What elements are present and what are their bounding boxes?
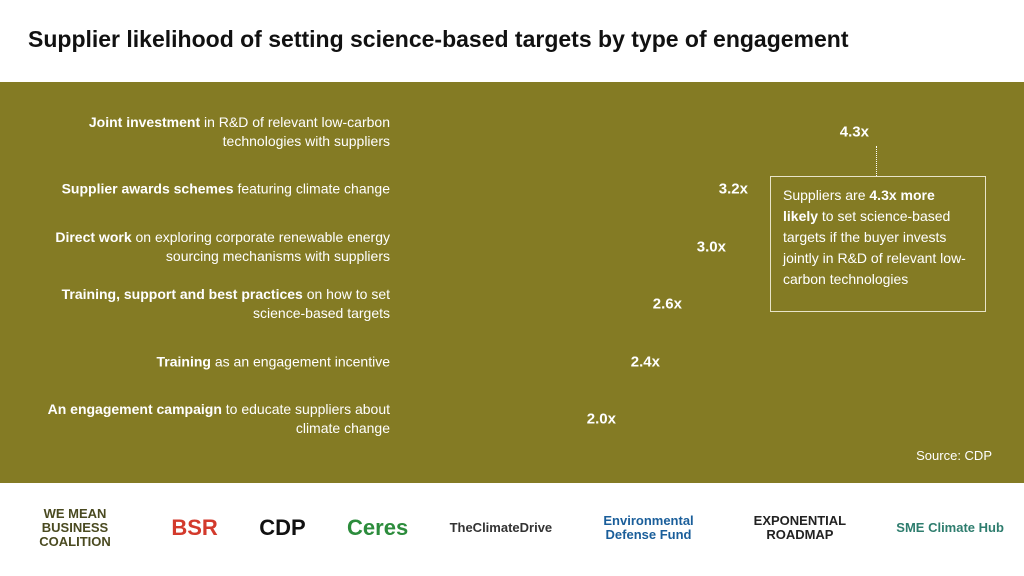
logo: TheClimateDrive [449,520,553,535]
value-label: 2.4x [630,353,660,371]
source: Source: CDP [916,448,992,463]
annotation-connector [876,146,877,176]
category-label: Joint investment in R&D of relevant low-… [20,113,390,151]
category-text: on how to set science-based targets [253,286,390,322]
category-text: to educate suppliers about climate chang… [225,401,390,436]
logo: Environmental Defense Fund [603,513,694,542]
chart-title: Supplier likelihood of setting science-b… [28,26,849,52]
category-text: featuring climate change [237,180,390,197]
category-strong: An engagement campaign [47,401,222,417]
logo: EXPONENTIAL ROADMAP [753,513,847,542]
category-strong: Training [156,353,211,370]
annotation-text: to set science-based targets if the buye… [783,208,966,287]
category-text: on exploring corporate renewable energy … [135,228,391,264]
category-label: Supplier awards schemes featuring climat… [20,180,390,199]
category-strong: Supplier awards schemes [61,180,234,197]
annotation-text: Suppliers are [783,187,866,203]
category-strong: Joint investment [88,114,201,130]
value-label: 2.6x [652,295,682,313]
chart-panel [0,82,1024,483]
value-label: 3.2x [718,180,748,198]
category-label: Training as an engagement incentive [20,352,390,371]
category-text: as an engagement incentive [214,353,390,370]
logo: SME Climate Hub [896,520,1004,535]
category-label: Direct work on exploring corporate renew… [20,228,390,266]
logo: CDP [259,515,306,540]
logo-strip: WE MEAN BUSINESS COALITION BSR CDP Ceres The… [20,500,1004,556]
category-text: in R&D of relevant low-carbon technologi… [204,114,390,149]
value-label: 3.0x [696,238,726,256]
logo: Ceres [347,515,409,540]
annotation: Suppliers are 4.3x more likely to set sc… [770,176,986,312]
category-label: Training, support and best practices on … [20,285,390,323]
logo: WE MEAN BUSINESS COALITION [39,506,111,549]
value-label: 2.0x [586,410,616,428]
logo: BSR [171,515,218,540]
category-strong: Training, support and best practices [61,286,303,303]
category-label: An engagement campaign to educate suppli… [20,400,390,438]
annotation-strong: 4.3x more likely [783,187,935,224]
category-strong: Direct work [55,228,132,245]
value-label: 4.3x [839,123,869,141]
